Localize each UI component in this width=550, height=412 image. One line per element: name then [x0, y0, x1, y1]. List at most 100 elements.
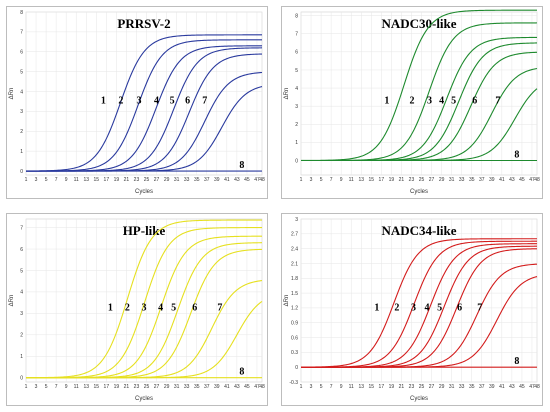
y-tick-label: 2.1 [291, 261, 298, 267]
x-tick-label: 25 [144, 384, 150, 390]
x-tick-label: 15 [369, 384, 375, 390]
x-tick-label: 31 [174, 384, 180, 390]
curve-label-4: 4 [158, 302, 163, 313]
x-tick-label: 13 [83, 177, 89, 183]
curve-label-6: 6 [185, 95, 190, 106]
x-tick-label: 29 [439, 384, 445, 390]
curve-label-1: 1 [384, 95, 389, 106]
x-tick-label: 31 [174, 177, 180, 183]
x-tick-label: 11 [349, 177, 354, 183]
y-tick-label: 3 [20, 109, 23, 115]
y-tick-label: 4 [20, 89, 23, 95]
curve-label-8: 8 [514, 356, 519, 367]
x-tick-label: 33 [459, 384, 465, 390]
x-tick-label: 5 [320, 177, 323, 183]
x-tick-label: 9 [340, 177, 343, 183]
curve-label-4: 4 [154, 95, 159, 106]
curve-label-2: 2 [409, 95, 414, 106]
y-tick-label: 4 [20, 290, 23, 296]
x-tick-label: 9 [65, 384, 68, 390]
y-tick-label: 1 [20, 354, 23, 360]
x-tick-label: 19 [114, 384, 120, 390]
y-tick-label: 5 [295, 68, 298, 74]
y-tick-label: 5 [20, 268, 23, 274]
x-tick-label: 1 [300, 384, 303, 390]
x-tick-label: 17 [104, 177, 110, 183]
x-tick-label: 35 [469, 384, 475, 390]
chart-title: PRRSV-2 [117, 16, 170, 31]
x-tick-label: 3 [35, 177, 38, 183]
curve-label-4: 4 [439, 95, 444, 106]
x-tick-label: 15 [94, 384, 100, 390]
y-tick-label: -0.3 [289, 380, 298, 386]
curve-label-1: 1 [101, 95, 106, 106]
curve-label-6: 6 [192, 302, 197, 313]
x-tick-label: 19 [389, 177, 395, 183]
y-tick-label: 0.3 [291, 350, 298, 356]
x-tick-label: 15 [369, 177, 375, 183]
y-tick-label: 1 [20, 149, 23, 155]
x-axis-label: Cycles [135, 189, 153, 195]
x-tick-label: 21 [124, 177, 130, 183]
curve-label-2: 2 [394, 302, 399, 313]
x-tick-label: 35 [194, 384, 200, 390]
x-tick-label: 19 [114, 177, 120, 183]
x-tick-label: 7 [55, 177, 58, 183]
y-tick-label: 7 [20, 30, 23, 36]
x-tick-label: 33 [459, 177, 465, 183]
y-tick-label: 2.7 [291, 232, 298, 238]
x-tick-label: 5 [45, 384, 48, 390]
y-tick-label: 8 [20, 10, 23, 16]
y-axis-label: ΔRn [284, 88, 290, 100]
y-tick-label: 3 [295, 217, 298, 223]
x-tick-label: 29 [439, 177, 445, 183]
plot-area [300, 218, 538, 383]
x-tick-label: 17 [379, 384, 385, 390]
y-tick-label: 6 [20, 247, 23, 253]
x-tick-label: 11 [74, 177, 79, 183]
y-tick-label: 7 [295, 32, 298, 38]
y-axis-label: ΔRn [9, 88, 15, 100]
x-tick-label: 5 [45, 177, 48, 183]
curve-label-7: 7 [495, 95, 500, 106]
x-tick-label: 33 [184, 384, 190, 390]
curve-label-8: 8 [239, 367, 244, 378]
chart-svg: 1 3 5 7 9 11 13 15 17 19 21 23 25 27 29 31 33 35 37 39 41 43 4… [281, 6, 543, 199]
x-tick-label: 45 [244, 177, 250, 183]
series-line-1 [25, 219, 262, 379]
curve-label-3: 3 [411, 302, 416, 313]
x-tick-label: 48 [259, 177, 265, 183]
y-tick-label: 5 [20, 69, 23, 75]
series-line-1 [301, 238, 537, 368]
x-tick-label: 23 [409, 384, 415, 390]
curve-label-1: 1 [108, 302, 113, 313]
y-tick-label: 0 [295, 158, 298, 164]
curve-label-5: 5 [170, 95, 175, 106]
x-tick-label: 39 [489, 384, 495, 390]
y-tick-label: 0 [295, 365, 298, 371]
x-tick-label: 41 [499, 384, 505, 390]
x-tick-label: 29 [164, 384, 170, 390]
x-tick-label: 39 [489, 177, 495, 183]
curve-label-5: 5 [437, 302, 442, 313]
curve-label-2: 2 [118, 95, 123, 106]
x-tick-label: 7 [330, 384, 333, 390]
x-tick-label: 17 [379, 177, 385, 183]
curve-label-5: 5 [171, 302, 176, 313]
x-tick-label: 11 [74, 384, 79, 390]
y-tick-label: 3 [295, 104, 298, 110]
y-tick-label: 2 [20, 333, 23, 339]
x-tick-label: 23 [134, 384, 140, 390]
x-tick-label: 45 [519, 177, 525, 183]
x-axis-label: Cycles [135, 396, 153, 402]
curve-label-3: 3 [136, 95, 141, 106]
x-axis-label: Cycles [410, 396, 428, 402]
x-tick-label: 21 [124, 384, 130, 390]
x-tick-label: 17 [104, 384, 110, 390]
x-tick-label: 48 [534, 177, 540, 183]
x-tick-label: 37 [204, 384, 210, 390]
curve-label-8: 8 [239, 160, 244, 171]
y-tick-label: 6 [20, 50, 23, 56]
x-tick-label: 13 [358, 384, 364, 390]
x-tick-label: 47 [529, 384, 535, 390]
